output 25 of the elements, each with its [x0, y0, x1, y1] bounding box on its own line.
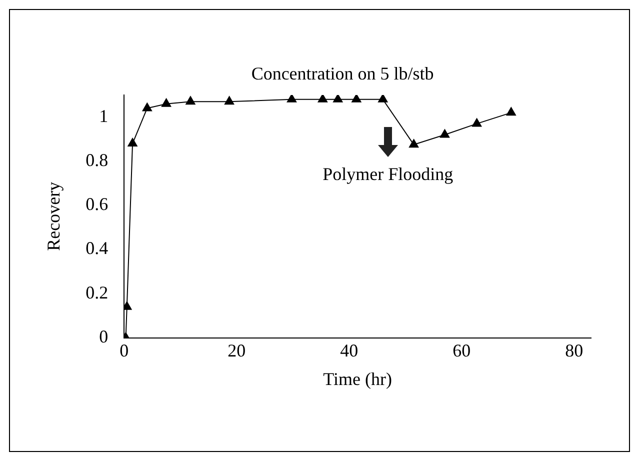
annotation: Polymer Flooding: [322, 164, 454, 184]
x-tick-label: 60: [452, 340, 471, 360]
y-tick-label: 0: [99, 326, 108, 347]
point: [408, 138, 419, 148]
point: [506, 106, 516, 116]
y-tick-label: 0.4: [86, 238, 108, 258]
point: [286, 95, 297, 102]
x-tick-label: 80: [565, 340, 584, 360]
point: [224, 96, 234, 105]
x-tick-label: 0: [120, 340, 129, 360]
point: [127, 138, 138, 147]
y-tick-label: 0.2: [86, 282, 108, 302]
point: [472, 118, 482, 127]
x-tick-label: 20: [228, 340, 246, 360]
y-tick-label: 0.8: [86, 150, 108, 170]
chart-title: Concentration on 5 lb/stb: [251, 64, 434, 84]
x-axis-title: Time (hr): [323, 368, 392, 389]
x-tick-label: 40: [340, 340, 358, 360]
y-tick-label: 1: [99, 106, 108, 126]
point: [185, 96, 196, 105]
y-axis-title: Recovery: [44, 182, 64, 251]
point: [440, 128, 450, 138]
point: [161, 98, 172, 107]
point: [142, 102, 152, 112]
y-tick-label: 0.6: [86, 194, 108, 214]
